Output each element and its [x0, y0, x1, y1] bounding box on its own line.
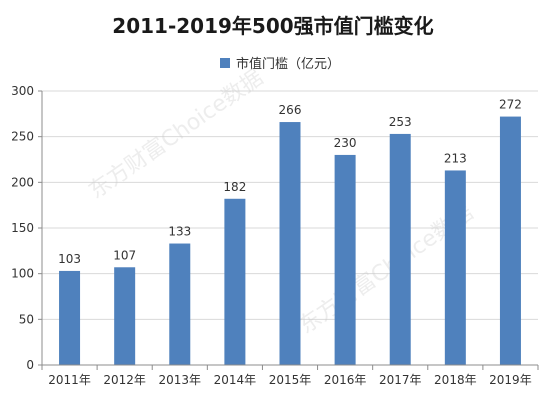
y-tick-label-150: 150	[11, 221, 34, 235]
axes	[38, 90, 539, 370]
data-label-5: 230	[334, 136, 357, 150]
data-label-3: 182	[223, 180, 246, 194]
legend: 市值门槛（亿元）	[220, 56, 340, 72]
bar-2018年	[444, 170, 466, 365]
data-label-6: 253	[389, 115, 412, 129]
data-label-7: 213	[444, 151, 467, 165]
chart-title: 2011-2019年500强市值门槛变化	[112, 14, 433, 38]
x-tick-label-3: 2014年	[214, 373, 257, 387]
y-tick-label-250: 250	[11, 130, 34, 144]
y-tick-label-100: 100	[11, 267, 34, 281]
bar-2019年	[499, 116, 521, 365]
legend-label: 市值门槛（亿元）	[236, 56, 340, 72]
data-label-8: 272	[499, 98, 522, 112]
legend-swatch	[220, 58, 230, 68]
data-label-4: 266	[279, 103, 302, 117]
x-tick-label-2: 2013年	[159, 373, 202, 387]
data-labels: 103 107 133 182 266 230 253 213 272	[58, 98, 522, 266]
bar-2013年	[169, 243, 191, 365]
bar-2017年	[389, 133, 411, 365]
x-tick-label-5: 2016年	[324, 373, 367, 387]
data-label-0: 103	[58, 252, 81, 266]
x-tick-label-4: 2015年	[269, 373, 312, 387]
y-tick-label-0: 0	[26, 358, 34, 372]
bar-2012年	[114, 267, 136, 365]
x-tick-label-7: 2018年	[434, 373, 477, 387]
data-label-1: 107	[113, 248, 136, 262]
y-tick-labels: 0 50 100 150 200 250 300	[11, 84, 34, 372]
data-label-2: 133	[168, 225, 191, 239]
bar-2014年	[224, 198, 246, 365]
y-tick-label-50: 50	[19, 312, 34, 326]
x-tick-labels: 2011年 2012年 2013年 2014年 2015年 2016年 2017年 2018年…	[48, 373, 531, 387]
x-tick-label-1: 2012年	[103, 373, 146, 387]
bar-2015年	[279, 122, 301, 365]
y-tick-label-300: 300	[11, 84, 34, 98]
bar-2016年	[334, 154, 356, 365]
x-tick-label-6: 2017年	[379, 373, 422, 387]
x-tick-label-0: 2011年	[48, 373, 91, 387]
bar-2011年	[59, 270, 81, 365]
x-tick-label-8: 2019年	[489, 373, 532, 387]
bars	[59, 116, 521, 365]
y-tick-label-200: 200	[11, 175, 34, 189]
